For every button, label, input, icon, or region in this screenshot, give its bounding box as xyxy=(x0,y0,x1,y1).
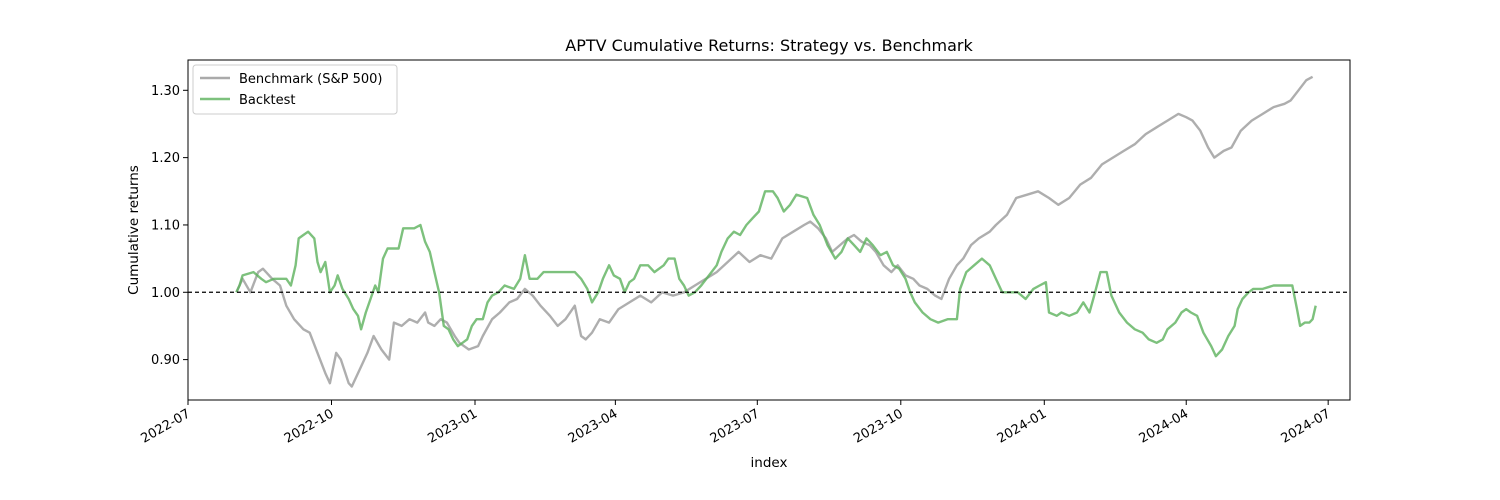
y-tick-label: 0.90 xyxy=(151,353,180,368)
y-axis-title: Cumulative returns xyxy=(126,165,142,295)
series-line-backtest xyxy=(235,190,1317,358)
legend: Benchmark (S&P 500) Backtest xyxy=(192,64,398,115)
y-axis: 0.90 1.00 1.10 1.20 1.30 xyxy=(151,84,188,368)
plot-frame xyxy=(187,59,1351,401)
y-tick-label: 1.00 xyxy=(151,286,180,301)
y-tick-label: 1.20 xyxy=(151,151,180,166)
legend-box xyxy=(192,64,398,115)
legend-label-benchmark: Benchmark (S&P 500) xyxy=(239,72,383,87)
x-axis-title: index xyxy=(751,455,788,471)
legend-label-backtest: Backtest xyxy=(239,93,296,108)
series-line-benchmark xyxy=(235,75,1314,388)
series-layer xyxy=(235,75,1317,388)
y-tick-label: 1.30 xyxy=(151,84,180,99)
y-tick-label: 1.10 xyxy=(151,218,180,233)
plot-area xyxy=(187,59,1351,401)
chart-title: APTV Cumulative Returns: Strategy vs. Be… xyxy=(565,36,973,55)
